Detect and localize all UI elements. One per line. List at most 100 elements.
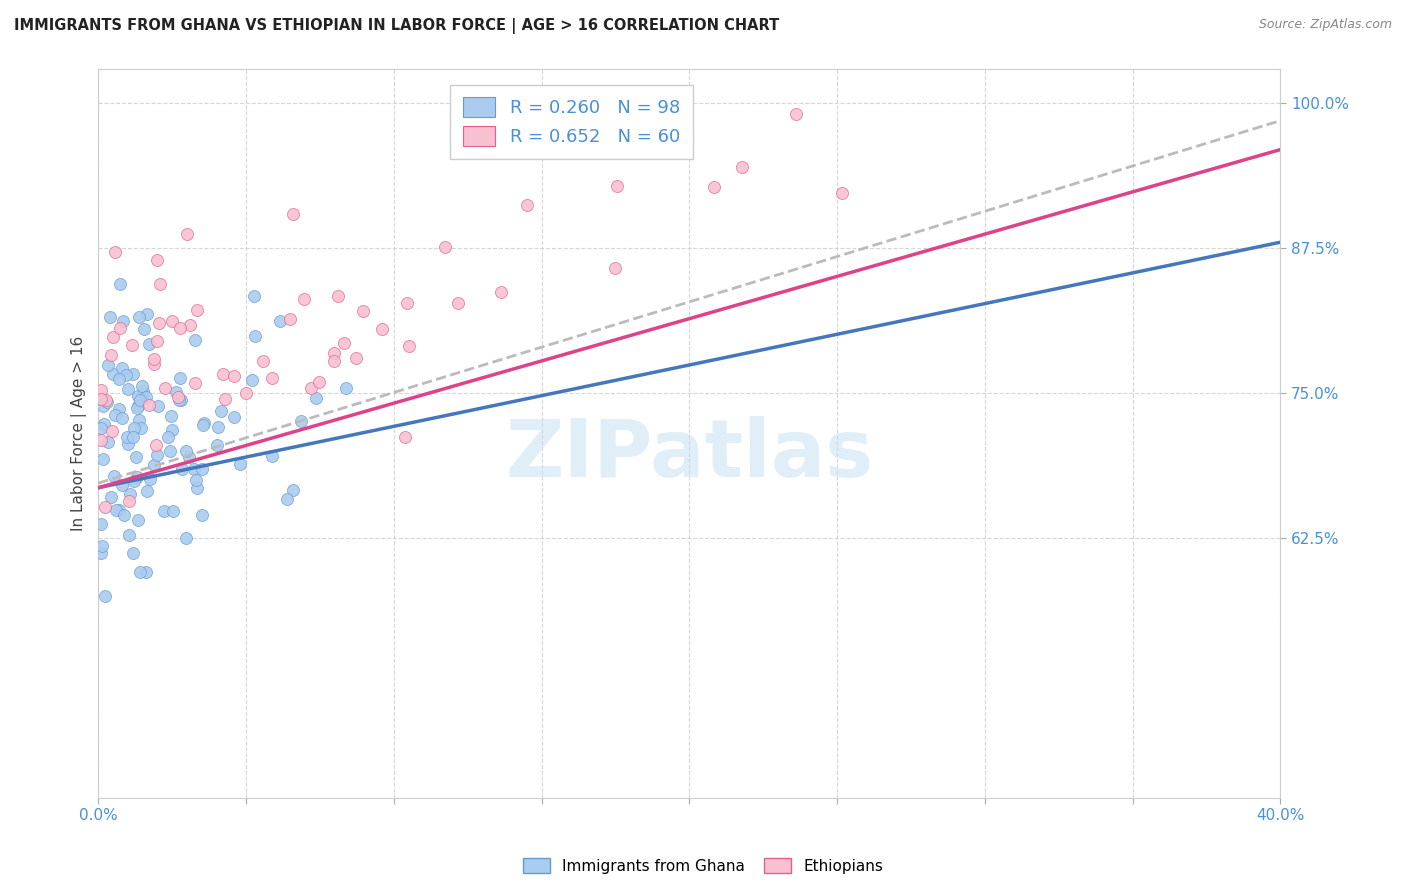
- Point: [186, 481, 208, 495]
- Point: [90, 433, 112, 447]
- Legend: R = 0.260   N = 98, R = 0.652   N = 60: R = 0.260 N = 98, R = 0.652 N = 60: [450, 85, 693, 159]
- Point: [489, 285, 512, 299]
- Point: [97, 434, 120, 449]
- Point: [703, 179, 725, 194]
- Point: [104, 245, 127, 260]
- Point: [212, 368, 235, 382]
- Point: [110, 411, 132, 425]
- Point: [108, 321, 131, 335]
- Point: [104, 503, 127, 517]
- Point: [97, 359, 120, 373]
- Point: [240, 373, 263, 387]
- Point: [394, 430, 416, 444]
- Point: [207, 420, 229, 434]
- Point: [101, 330, 124, 344]
- Point: [127, 389, 149, 403]
- Point: [91, 451, 114, 466]
- Point: [344, 351, 367, 366]
- Point: [209, 404, 232, 418]
- Point: [278, 311, 301, 326]
- Point: [135, 307, 157, 321]
- Point: [160, 314, 183, 328]
- Point: [90, 545, 112, 559]
- Point: [127, 469, 149, 483]
- Point: [290, 414, 312, 428]
- Point: [174, 443, 197, 458]
- Point: [156, 429, 179, 443]
- Point: [90, 539, 112, 553]
- Point: [292, 292, 315, 306]
- Point: [135, 390, 157, 404]
- Point: [162, 424, 184, 438]
- Point: [162, 504, 184, 518]
- Point: [160, 409, 183, 423]
- Point: [129, 421, 152, 435]
- Point: [179, 318, 201, 332]
- Point: [396, 296, 419, 310]
- Point: [170, 393, 193, 408]
- Point: [111, 313, 134, 327]
- Point: [169, 321, 191, 335]
- Point: [222, 368, 245, 383]
- Point: [132, 322, 155, 336]
- Point: [191, 462, 214, 476]
- Point: [335, 381, 357, 395]
- Point: [186, 473, 208, 487]
- Point: [167, 390, 190, 404]
- Point: [131, 392, 153, 407]
- Point: [138, 337, 160, 351]
- Point: [94, 392, 117, 407]
- Point: [186, 303, 208, 318]
- Point: [323, 353, 346, 368]
- Point: [122, 546, 145, 560]
- Point: [117, 437, 139, 451]
- Point: [269, 314, 291, 328]
- Point: [262, 371, 284, 385]
- Point: [101, 424, 124, 438]
- Point: [96, 395, 118, 409]
- Point: [152, 504, 174, 518]
- Point: [165, 385, 187, 400]
- Point: [93, 417, 115, 432]
- Point: [731, 160, 754, 174]
- Point: [127, 513, 149, 527]
- Point: [146, 334, 169, 348]
- Point: [308, 375, 330, 389]
- Point: [262, 449, 284, 463]
- Point: [276, 492, 298, 507]
- Point: [111, 478, 134, 492]
- Point: [146, 399, 169, 413]
- Point: [191, 508, 214, 522]
- Point: [516, 198, 538, 212]
- Point: [118, 494, 141, 508]
- Point: [447, 296, 470, 310]
- Point: [606, 178, 628, 193]
- Point: [127, 400, 149, 414]
- Point: [107, 402, 129, 417]
- Point: [125, 401, 148, 415]
- Point: [135, 483, 157, 498]
- Point: [145, 252, 167, 267]
- Point: [108, 372, 131, 386]
- Point: [111, 361, 134, 376]
- Point: [831, 186, 853, 200]
- Point: [305, 391, 328, 405]
- Point: [115, 430, 138, 444]
- Point: [326, 289, 349, 303]
- Point: [352, 303, 374, 318]
- Point: [371, 322, 394, 336]
- Point: [214, 392, 236, 406]
- Point: [155, 380, 177, 394]
- Point: [90, 383, 112, 397]
- Point: [167, 393, 190, 408]
- Point: [205, 437, 228, 451]
- Point: [90, 421, 112, 435]
- Point: [114, 368, 136, 383]
- Point: [143, 352, 166, 367]
- Text: IMMIGRANTS FROM GHANA VS ETHIOPIAN IN LABOR FORCE | AGE > 16 CORRELATION CHART: IMMIGRANTS FROM GHANA VS ETHIOPIAN IN LA…: [14, 18, 779, 34]
- Point: [229, 457, 252, 471]
- Text: ZIPatlas: ZIPatlas: [505, 417, 873, 494]
- Point: [91, 399, 114, 413]
- Point: [90, 392, 112, 407]
- Point: [121, 338, 143, 352]
